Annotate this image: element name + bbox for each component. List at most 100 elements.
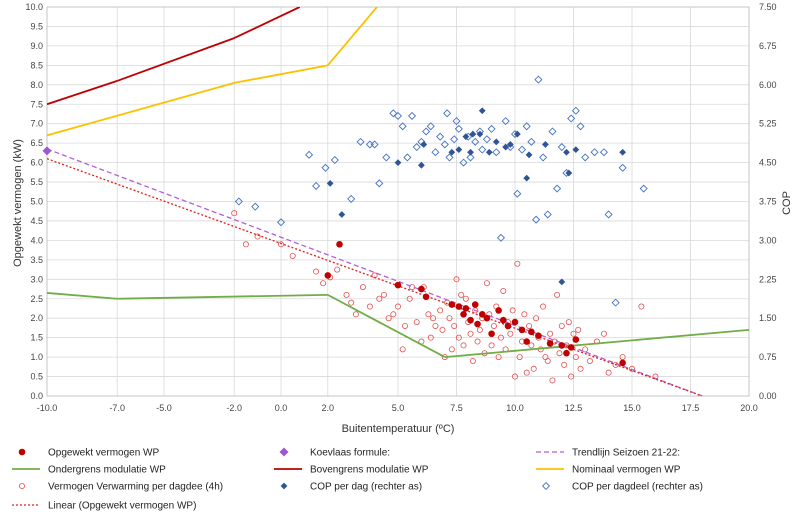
cop-per-dagdeel-rechter-as-point [487, 124, 496, 133]
opgewekt-vermogen-wp-point [474, 320, 481, 328]
cop-per-dagdeel-rechter-as-point [356, 137, 365, 146]
y-right-tick-label: 6.75 [759, 41, 777, 51]
vermogen-verwarming-per-dagdee-4h-point [526, 322, 533, 329]
cop-per-dagdeel-rechter-as-point [375, 179, 384, 188]
legend-label: Bovengrens modulatie WP [310, 465, 429, 476]
cop-per-dagdeel-rechter-as-point [454, 124, 463, 133]
cop-per-dagdeel-rechter-as-point [443, 109, 452, 118]
vermogen-verwarming-per-dagdee-4h-point [549, 377, 556, 384]
opgewekt-vermogen-wp-point [455, 303, 463, 310]
vermogen-verwarming-per-dagdee-4h-point [507, 330, 514, 337]
ondergrens-modulatie-wp-segment [444, 328, 749, 358]
opgewekt-vermogen-wp-point [619, 359, 626, 367]
y-left-tick-label: 5.0 [30, 197, 43, 207]
opgewekt-vermogen-wp-point [504, 322, 512, 330]
vermogen-verwarming-per-dagdee-4h-point [430, 315, 437, 322]
legend-label: Opgewekt vermogen WP [48, 448, 159, 459]
cop-per-dagdeel-rechter-as-point [321, 163, 330, 172]
x-tick-label: -7.0 [109, 403, 125, 413]
y-right-tick-label: 7.50 [759, 2, 777, 12]
cop-per-dagdeel-rechter-as-point [501, 117, 510, 126]
y-left-tick-label: 2.5 [30, 294, 43, 304]
vermogen-verwarming-per-dagdee-4h-point [570, 330, 577, 337]
cop-per-dag-rechter-as-point [420, 141, 428, 148]
vermogen-verwarming-per-dagdee-4h-point [495, 354, 502, 361]
y-left-tick-label: 10.0 [25, 2, 43, 12]
legend-swatch [279, 447, 289, 457]
cop-per-dagdeel-rechter-as-point [553, 184, 562, 193]
cop-per-dag-rechter-as-point [523, 174, 531, 182]
bovengrens-modulatie-wp-segment [47, 80, 118, 106]
grid [46, 6, 750, 397]
y-left-tick-label: 5.5 [30, 177, 43, 187]
cop-per-dagdeel-rechter-as-point [482, 135, 491, 144]
opgewekt-vermogen-wp-point [495, 307, 502, 314]
cop-per-dagdeel-rechter-as-point [459, 158, 468, 167]
opgewekt-vermogen-wp-point [535, 332, 542, 340]
opgewekt-vermogen-wp-point [567, 344, 575, 351]
cop-per-dag-rechter-as-point [326, 179, 334, 187]
cop-per-dagdeel-rechter-as-point [422, 127, 431, 136]
vermogen-verwarming-per-dagdee-4h-point [540, 303, 547, 310]
vermogen-verwarming-per-dagdee-4h-point [334, 266, 341, 273]
y-right-tick-label: 0.75 [759, 352, 777, 362]
opgewekt-vermogen-wp-point [523, 338, 530, 345]
y-right-axis-title: COP [781, 191, 793, 215]
vermogen-verwarming-per-dagdee-4h-point [448, 346, 455, 353]
vermogen-verwarming-per-dagdee-4h-point [254, 233, 261, 240]
vermogen-verwarming-per-dagdee-4h-point [582, 346, 589, 353]
opgewekt-vermogen-wp-point [483, 314, 491, 322]
ondergrens-modulatie-wp-segment [117, 293, 328, 300]
cop-per-dag-rechter-as-point [394, 159, 402, 166]
vermogen-verwarming-per-dagdee-4h-point [561, 361, 568, 368]
x-tick-label: 10.0 [506, 403, 524, 413]
cop-per-dag-rechter-as-point [418, 161, 425, 169]
vermogen-verwarming-per-dagdee-4h-point [652, 373, 659, 380]
vermogen-verwarming-per-dagdee-4h-point [474, 338, 481, 345]
cop-per-dagdeel-rechter-as-point [492, 148, 501, 157]
cop-per-dagdeel-rechter-as-point [440, 140, 449, 149]
vermogen-verwarming-per-dagdee-4h-point [453, 276, 460, 283]
opgewekt-vermogen-wp-point [478, 311, 486, 318]
y-right-tick-label: 0.00 [759, 391, 777, 401]
vermogen-verwarming-per-dagdee-4h-point [385, 315, 392, 322]
cop-per-dagdeel-rechter-as-point [403, 153, 412, 162]
x-tick-label: 2.0 [322, 403, 335, 413]
cop-per-dagdeel-rechter-as-point [557, 143, 566, 152]
y-left-tick-label: 8.5 [30, 60, 43, 70]
koevlaas-formule-point [42, 146, 52, 156]
cop-per-dag-rechter-as-point [492, 138, 500, 146]
cop-per-dag-rechter-as-point [467, 148, 474, 156]
vermogen-verwarming-per-dagdee-4h-point [568, 373, 575, 380]
cop-per-dagdeel-rechter-as-point [522, 122, 531, 131]
opgewekt-vermogen-wp-point [418, 285, 425, 293]
opgewekt-vermogen-wp-point [448, 301, 456, 308]
vermogen-verwarming-per-dagdee-4h-point [359, 284, 366, 291]
trendlijn-seizoen-21-22-segment [47, 148, 703, 396]
vermogen-verwarming-per-dagdee-4h-point [425, 311, 432, 318]
cop-per-dag-rechter-as-point [338, 211, 346, 218]
cop-per-dagdeel-rechter-as-point [276, 218, 286, 227]
vermogen-verwarming-per-dagdee-4h-point [523, 369, 530, 376]
cop-per-dagdeel-rechter-as-point [639, 184, 648, 193]
vermogen-verwarming-per-dagdee-4h-point [554, 291, 561, 298]
plot-border [46, 6, 750, 397]
x-tick-label: 5.0 [392, 403, 405, 413]
vermogen-verwarming-per-dagdee-4h-point [460, 342, 467, 349]
cop-per-dag-rechter-as-point [572, 146, 580, 154]
vermogen-verwarming-per-dagdee-4h-point [437, 307, 444, 314]
vermogen-verwarming-per-dagdee-4h-point [394, 303, 401, 310]
y-left-tick-label: 4.5 [30, 216, 43, 226]
cop-per-dagdeel-rechter-as-point [393, 111, 403, 120]
legend-label: Nominaal vermogen WP [572, 465, 681, 476]
cop-per-dagdeel-rechter-as-point [532, 215, 541, 224]
y-left-tick-label: 8.0 [30, 80, 43, 90]
cop-per-dag-rechter-as-point [448, 148, 456, 156]
vermogen-verwarming-per-dagdee-4h-point [476, 326, 483, 333]
y-left-tick-label: 1.0 [30, 352, 43, 362]
cop-per-dagdeel-rechter-as-point [412, 143, 421, 152]
y-right-tick-label: 3.75 [759, 197, 777, 207]
legend-swatch [541, 481, 551, 491]
opgewekt-vermogen-wp-point [518, 326, 526, 334]
